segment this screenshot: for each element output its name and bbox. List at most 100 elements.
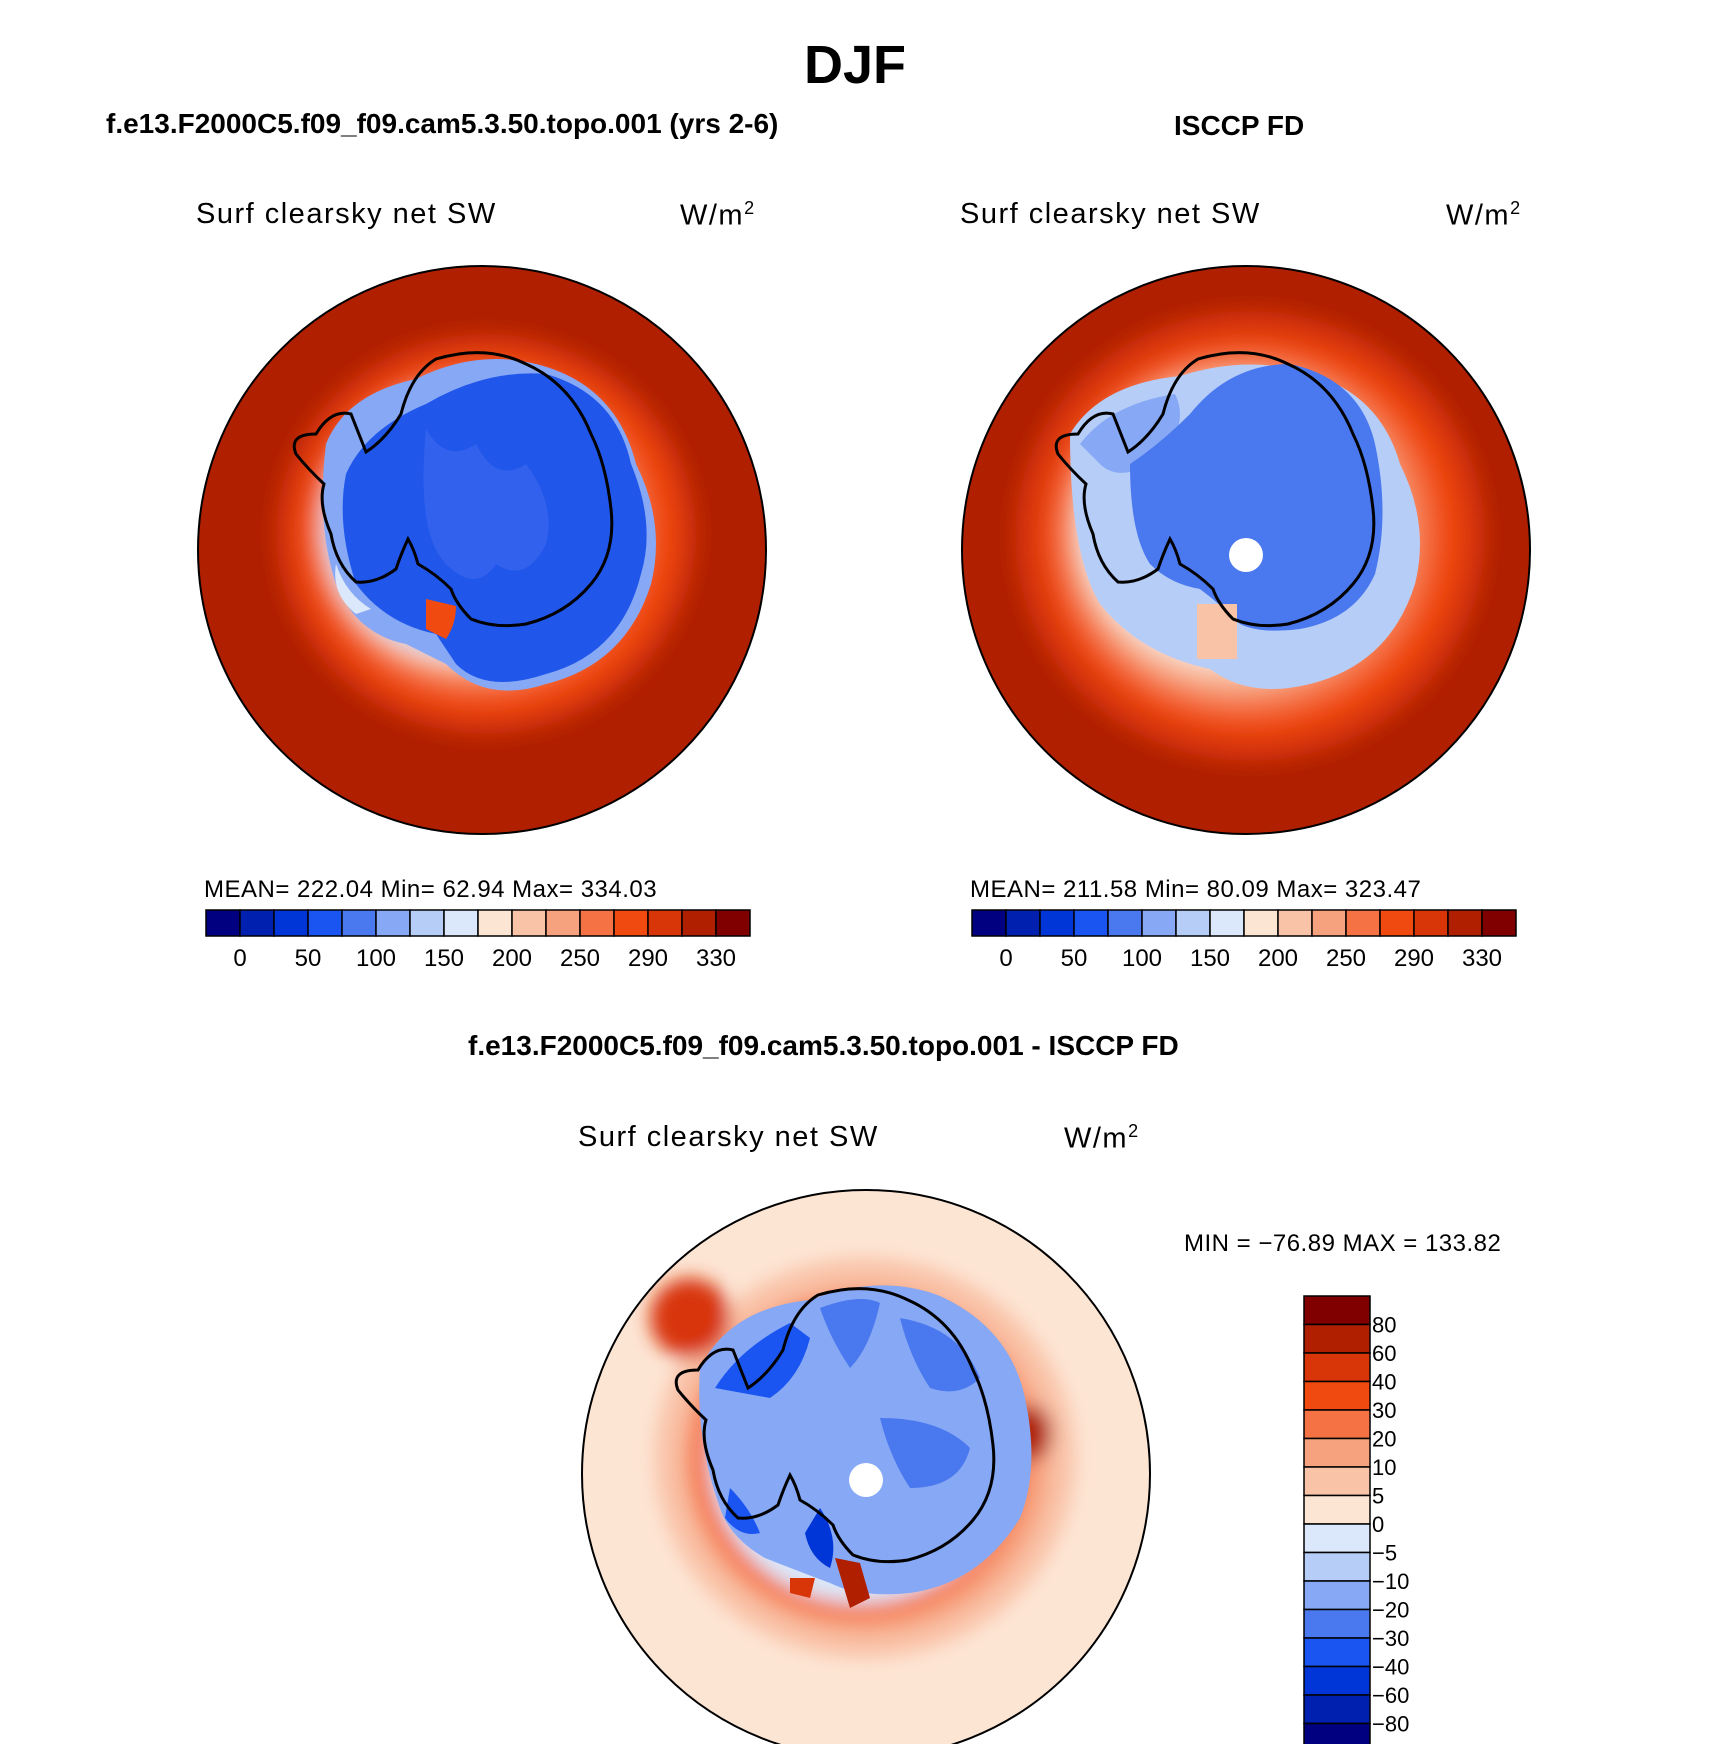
panel2-colorbar-swatch bbox=[1209, 909, 1245, 937]
panel1-colorbar-swatch bbox=[205, 909, 241, 937]
panel2-colorbar-label: 200 bbox=[1258, 945, 1298, 972]
panel2-colorbar-swatch bbox=[1277, 909, 1313, 937]
panel3-colorbar-label: −40 bbox=[1372, 1655, 1409, 1680]
panel2-colorbar-swatch bbox=[1379, 909, 1415, 937]
panel2-colorbar-swatch bbox=[971, 909, 1007, 937]
panel1-field bbox=[198, 266, 766, 834]
panel1-colorbar-swatch bbox=[613, 909, 649, 937]
panel1-colorbar-swatch bbox=[545, 909, 581, 937]
panel2-coastline bbox=[1054, 351, 1376, 628]
panel2-pole-hole bbox=[1229, 538, 1263, 572]
panel3-colorbar-swatch bbox=[1303, 1494, 1371, 1525]
panel3-colorbar-swatch bbox=[1303, 1523, 1371, 1554]
panel3-colorbar-label: −5 bbox=[1372, 1541, 1397, 1566]
panel1-colorbar-label: 250 bbox=[560, 945, 600, 972]
panel2-colorbar-label: 290 bbox=[1394, 945, 1434, 972]
panel3-pole-hole bbox=[849, 1463, 883, 1497]
panel3-colorbar-swatch bbox=[1303, 1722, 1371, 1744]
panel1-units: W/m2 bbox=[680, 198, 756, 232]
panel3-colorbar-swatch bbox=[1303, 1466, 1371, 1497]
panel3-colorbar-label: 10 bbox=[1372, 1455, 1396, 1480]
panel1-colorbar-swatch bbox=[409, 909, 445, 937]
panel1-colorbar-swatch bbox=[443, 909, 479, 937]
panel1-colorbar-swatch bbox=[239, 909, 275, 937]
panel3-colorbar-swatch bbox=[1303, 1665, 1371, 1696]
panel3-title: f.e13.F2000C5.f09_f09.cam5.3.50.topo.001… bbox=[468, 1030, 1179, 1061]
panel3-colorbar-swatch bbox=[1303, 1551, 1371, 1582]
panel2-colorbar-swatch bbox=[1243, 909, 1279, 937]
panel1-map-border bbox=[197, 265, 767, 835]
panel3-colorbar-label: 30 bbox=[1372, 1398, 1396, 1423]
panel3-colorbar-swatch bbox=[1303, 1694, 1371, 1725]
panel1-colorbar-swatch bbox=[477, 909, 513, 937]
panel1-colorbar-swatch bbox=[647, 909, 683, 937]
panel2-colorbar-swatch bbox=[1481, 909, 1517, 937]
panel3-colorbar-swatch bbox=[1303, 1295, 1371, 1326]
panel1-coastline bbox=[292, 351, 614, 628]
panel3-colorbar-label: 20 bbox=[1372, 1427, 1396, 1452]
panel3-colorbar-label: 40 bbox=[1372, 1370, 1396, 1395]
panel3-variable: Surf clearsky net SW bbox=[578, 1121, 879, 1153]
panel1-colorbar-swatch bbox=[715, 909, 751, 937]
panel3-colorbar-swatch bbox=[1303, 1637, 1371, 1668]
panel1-colorbar: 0 50 100 150 200 250 290 330 bbox=[205, 909, 751, 972]
panel1-colorbar-label: 200 bbox=[492, 945, 532, 972]
panel2-colorbar: 0 50 100 150 200 250 290 330 bbox=[971, 909, 1517, 972]
panel3-colorbar-label: −20 bbox=[1372, 1598, 1409, 1623]
panel2-colorbar-swatch bbox=[1175, 909, 1211, 937]
panel2-title: ISCCP FD bbox=[1174, 110, 1305, 141]
panel2-colorbar-swatch bbox=[1345, 909, 1381, 937]
panel3-colorbar-label: 60 bbox=[1372, 1341, 1396, 1366]
panel2-colorbar-label: 330 bbox=[1462, 945, 1502, 972]
panel3-colorbar-swatch bbox=[1303, 1437, 1371, 1468]
panel3-stats: MIN = −76.89 MAX = 133.82 bbox=[1184, 1230, 1502, 1257]
panel1-map bbox=[197, 265, 767, 835]
panel2-stats: MEAN= 211.58 Min= 80.09 Max= 323.47 bbox=[970, 876, 1422, 903]
panel2-map-border bbox=[961, 265, 1531, 835]
panel3-coastline bbox=[674, 1287, 996, 1564]
panel1-colorbar-label: 150 bbox=[424, 945, 464, 972]
panel3-colorbar-swatch bbox=[1303, 1409, 1371, 1440]
panel3-colorbar-swatch bbox=[1303, 1608, 1371, 1639]
panel3-colorbar-swatch bbox=[1303, 1323, 1371, 1354]
panel3-colorbar-swatch bbox=[1303, 1352, 1371, 1383]
panel3-units: W/m2 bbox=[1064, 1121, 1140, 1155]
panel1-colorbar-swatch bbox=[579, 909, 615, 937]
panel2-colorbar-label: 150 bbox=[1190, 945, 1230, 972]
panel1-colorbar-label: 290 bbox=[628, 945, 668, 972]
panel1-title: f.e13.F2000C5.f09_f09.cam5.3.50.topo.001… bbox=[106, 108, 779, 139]
panel1-colorbar-swatch bbox=[375, 909, 411, 937]
panel2-colorbar-label: 250 bbox=[1326, 945, 1366, 972]
panel1-colorbar-swatch bbox=[511, 909, 547, 937]
panel3-colorbar-swatch bbox=[1303, 1380, 1371, 1411]
panel3-map-border bbox=[581, 1189, 1151, 1744]
panel1-colorbar-swatch bbox=[273, 909, 309, 937]
panel2-colorbar-label: 100 bbox=[1122, 945, 1162, 972]
panel2-colorbar-swatch bbox=[1141, 909, 1177, 937]
panel3-colorbar-label: −80 bbox=[1372, 1712, 1409, 1737]
panel2-colorbar-swatch bbox=[1073, 909, 1109, 937]
panel2-colorbar-label: 50 bbox=[1061, 945, 1088, 972]
panel2-colorbar-swatch bbox=[1039, 909, 1075, 937]
page-title: DJF bbox=[803, 35, 906, 95]
panel1-stats: MEAN= 222.04 Min= 62.94 Max= 334.03 bbox=[204, 876, 658, 903]
panel3-colorbar-label: −10 bbox=[1372, 1569, 1409, 1594]
panel3-colorbar-label: −60 bbox=[1372, 1683, 1409, 1708]
panel3-map bbox=[581, 1189, 1151, 1744]
panel2-colorbar-swatch bbox=[1311, 909, 1347, 937]
panel2-field bbox=[962, 266, 1530, 834]
panel3-colorbar-label: 0 bbox=[1372, 1512, 1384, 1537]
panel2-colorbar-swatch bbox=[1447, 909, 1483, 937]
panel3-colorbar-label: 80 bbox=[1372, 1313, 1396, 1338]
panel2-variable: Surf clearsky net SW bbox=[960, 198, 1261, 230]
panel2-map bbox=[961, 265, 1531, 835]
panel1-colorbar-label: 0 bbox=[233, 945, 246, 972]
panel1-variable: Surf clearsky net SW bbox=[196, 198, 497, 230]
panel1-colorbar-label: 100 bbox=[356, 945, 396, 972]
panel2-colorbar-swatch bbox=[1107, 909, 1143, 937]
panel2-colorbar-swatch bbox=[1413, 909, 1449, 937]
panel1-colorbar-label: 50 bbox=[295, 945, 322, 972]
panel2-colorbar-swatch bbox=[1005, 909, 1041, 937]
panel1-colorbar-label: 330 bbox=[696, 945, 736, 972]
panel3-colorbar-label: 5 bbox=[1372, 1484, 1384, 1509]
